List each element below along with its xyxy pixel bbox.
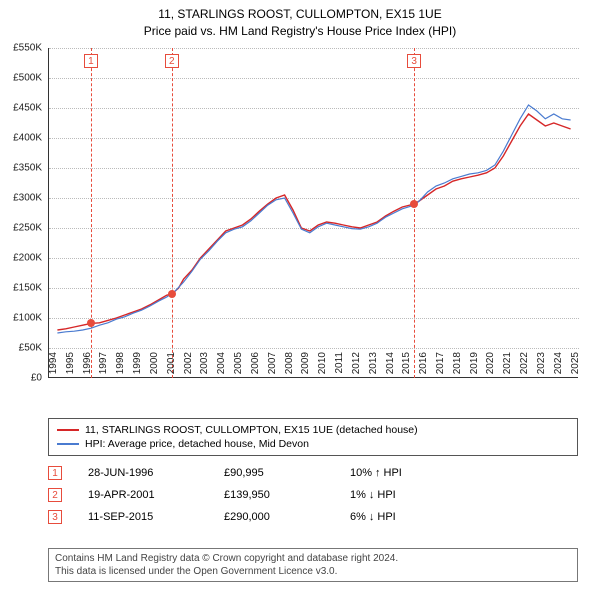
x-tick-label: 2002 — [183, 352, 194, 382]
x-tick-label: 1997 — [98, 352, 109, 382]
x-tick-label: 2006 — [250, 352, 261, 382]
event-date: 19-APR-2001 — [88, 489, 198, 501]
legend-item-hpi: HPI: Average price, detached house, Mid … — [57, 437, 569, 451]
event-row: 2 19-APR-2001 £139,950 1% ↓ HPI — [48, 484, 578, 506]
x-tick-label: 1994 — [48, 352, 59, 382]
event-number: 1 — [48, 466, 62, 480]
y-tick-label: £150K — [13, 283, 42, 294]
x-tick-label: 2012 — [351, 352, 362, 382]
legend-label-property: 11, STARLINGS ROOST, CULLOMPTON, EX15 1U… — [85, 424, 418, 436]
x-tick-label: 2009 — [300, 352, 311, 382]
event-number: 3 — [48, 510, 62, 524]
line-series — [49, 48, 579, 378]
y-tick-label: £550K — [13, 43, 42, 54]
event-marker — [87, 319, 95, 327]
event-diff: 10% ↑ HPI — [350, 467, 402, 479]
x-tick-label: 2007 — [267, 352, 278, 382]
arrow-icon: ↓ — [369, 511, 375, 523]
y-tick-label: £500K — [13, 73, 42, 84]
event-vlabel: 3 — [407, 54, 421, 68]
legend-label-hpi: HPI: Average price, detached house, Mid … — [85, 438, 309, 450]
x-tick-label: 2024 — [553, 352, 564, 382]
title-line2: Price paid vs. HM Land Registry's House … — [0, 23, 600, 40]
x-tick-label: 2013 — [368, 352, 379, 382]
x-tick-label: 2020 — [485, 352, 496, 382]
event-price: £139,950 — [224, 489, 324, 501]
x-tick-label: 2019 — [469, 352, 480, 382]
event-price: £290,000 — [224, 511, 324, 523]
x-tick-label: 2025 — [570, 352, 581, 382]
x-tick-label: 2022 — [519, 352, 530, 382]
x-tick-label: 2001 — [166, 352, 177, 382]
series-hpi — [57, 105, 570, 333]
event-row: 1 28-JUN-1996 £90,995 10% ↑ HPI — [48, 462, 578, 484]
x-tick-label: 2016 — [418, 352, 429, 382]
x-tick-label: 2014 — [385, 352, 396, 382]
event-vlabel: 1 — [84, 54, 98, 68]
event-date: 11-SEP-2015 — [88, 511, 198, 523]
x-tick-label: 2021 — [502, 352, 513, 382]
footer-attribution: Contains HM Land Registry data © Crown c… — [48, 548, 578, 582]
footer-line1: Contains HM Land Registry data © Crown c… — [55, 552, 571, 565]
title-block: 11, STARLINGS ROOST, CULLOMPTON, EX15 1U… — [0, 0, 600, 40]
legend-swatch-hpi — [57, 443, 79, 445]
x-tick-label: 1998 — [115, 352, 126, 382]
chart-container: 11, STARLINGS ROOST, CULLOMPTON, EX15 1U… — [0, 0, 600, 590]
x-tick-label: 2015 — [401, 352, 412, 382]
y-tick-label: £250K — [13, 223, 42, 234]
x-tick-label: 2003 — [199, 352, 210, 382]
y-tick-label: £400K — [13, 133, 42, 144]
event-marker — [410, 200, 418, 208]
x-tick-label: 2010 — [317, 352, 328, 382]
x-tick-label: 2011 — [334, 352, 345, 382]
legend: 11, STARLINGS ROOST, CULLOMPTON, EX15 1U… — [48, 418, 578, 456]
x-tick-label: 1996 — [82, 352, 93, 382]
legend-swatch-property — [57, 429, 79, 431]
x-tick-label: 2004 — [216, 352, 227, 382]
y-tick-label: £350K — [13, 163, 42, 174]
x-tick-label: 2017 — [435, 352, 446, 382]
x-tick-label: 1995 — [65, 352, 76, 382]
event-diff: 6% ↓ HPI — [350, 511, 396, 523]
y-tick-label: £100K — [13, 313, 42, 324]
arrow-icon: ↑ — [375, 467, 381, 479]
y-tick-label: £450K — [13, 103, 42, 114]
event-row: 3 11-SEP-2015 £290,000 6% ↓ HPI — [48, 506, 578, 528]
event-diff: 1% ↓ HPI — [350, 489, 396, 501]
x-tick-label: 2008 — [284, 352, 295, 382]
event-vlabel: 2 — [165, 54, 179, 68]
event-price: £90,995 — [224, 467, 324, 479]
x-tick-label: 1999 — [132, 352, 143, 382]
arrow-icon: ↓ — [369, 489, 375, 501]
y-tick-label: £200K — [13, 253, 42, 264]
event-table: 1 28-JUN-1996 £90,995 10% ↑ HPI 2 19-APR-2001… — [48, 462, 578, 528]
event-marker — [168, 290, 176, 298]
event-number: 2 — [48, 488, 62, 502]
x-tick-label: 2000 — [149, 352, 160, 382]
x-tick-label: 2005 — [233, 352, 244, 382]
series-property — [57, 114, 570, 330]
legend-item-property: 11, STARLINGS ROOST, CULLOMPTON, EX15 1U… — [57, 423, 569, 437]
x-tick-label: 2018 — [452, 352, 463, 382]
event-date: 28-JUN-1996 — [88, 467, 198, 479]
title-line1: 11, STARLINGS ROOST, CULLOMPTON, EX15 1U… — [0, 6, 600, 23]
y-tick-label: £300K — [13, 193, 42, 204]
y-tick-label: £0 — [31, 373, 42, 384]
x-tick-label: 2023 — [536, 352, 547, 382]
chart-area: 123 £0£50K£100K£150K£200K£250K£300K£350K… — [48, 48, 578, 378]
footer-line2: This data is licensed under the Open Gov… — [55, 565, 571, 578]
y-tick-label: £50K — [19, 343, 42, 354]
plot-region: 1 2 3 — [48, 48, 578, 378]
